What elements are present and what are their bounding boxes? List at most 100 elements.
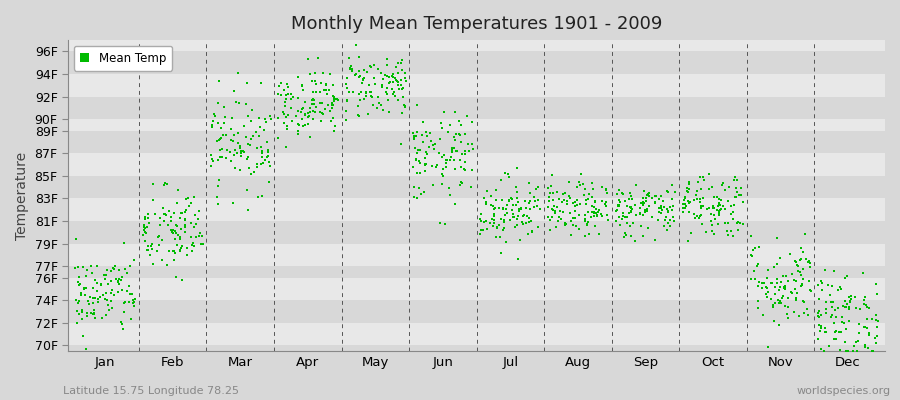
Point [823,292,837,298]
Point [168,236,183,243]
Point [552,196,566,202]
Point [184,220,198,226]
Point [211,157,225,163]
Point [508,223,522,230]
Point [111,278,125,284]
Point [327,96,341,102]
Point [509,189,524,196]
Point [772,284,787,290]
Point [435,124,449,131]
Point [745,253,760,259]
Point [318,106,332,112]
Point [585,179,599,186]
Point [386,78,400,85]
Point [584,214,598,220]
Point [257,126,272,133]
Point [71,311,86,317]
Point [240,80,255,86]
Point [636,199,651,206]
Point [578,216,592,223]
Point [553,208,567,214]
Point [314,118,328,124]
Point [653,210,668,216]
Point [395,110,410,116]
Point [541,214,555,220]
Point [661,219,675,226]
Point [518,197,532,204]
Point [563,209,578,216]
Point [780,311,795,318]
Point [86,309,101,316]
Point [179,207,194,214]
Point [868,334,882,341]
Point [86,307,101,313]
Point [125,300,140,306]
Point [281,91,295,97]
Point [413,160,428,166]
Point [84,263,98,269]
Point [349,42,364,48]
Point [644,214,659,221]
Point [384,85,399,92]
Point [570,201,584,208]
Point [708,216,723,222]
Point [90,296,104,302]
Text: worldspecies.org: worldspecies.org [796,386,891,396]
Point [166,248,180,254]
Point [224,126,238,132]
Point [781,294,796,301]
Point [851,338,866,345]
Point [395,85,410,92]
Point [241,154,256,160]
Point [541,185,555,191]
Point [489,197,503,203]
Point [704,218,718,224]
Point [167,250,182,256]
Point [301,110,315,116]
Point [862,330,877,336]
Point [796,266,811,272]
Point [285,118,300,124]
Point [570,184,584,190]
Point [417,119,431,125]
Point [586,186,600,192]
Point [257,116,272,122]
Point [647,193,662,199]
Point [347,72,362,78]
Point [259,154,274,161]
Point [789,278,804,284]
Point [243,142,257,148]
Point [69,236,84,242]
Point [546,207,561,213]
Point [169,230,184,236]
Point [778,286,792,293]
Point [573,171,588,178]
Point [659,214,673,221]
Point [253,124,267,131]
Point [678,201,692,207]
Point [148,211,163,218]
Point [328,123,342,130]
Point [842,306,856,312]
Point [219,132,233,138]
Point [487,210,501,217]
Point [821,282,835,288]
Point [718,187,733,194]
Point [164,227,178,233]
Point [842,304,856,310]
Point [99,312,113,318]
Point [542,198,556,204]
Point [483,202,498,209]
Point [224,158,238,164]
Point [870,333,885,339]
Point [744,276,759,282]
Point [624,208,638,214]
Point [714,196,728,203]
Point [858,294,872,300]
Point [325,105,339,111]
Point [520,213,535,219]
Point [411,158,426,164]
Point [77,286,92,292]
Point [856,269,870,276]
Point [814,325,829,332]
